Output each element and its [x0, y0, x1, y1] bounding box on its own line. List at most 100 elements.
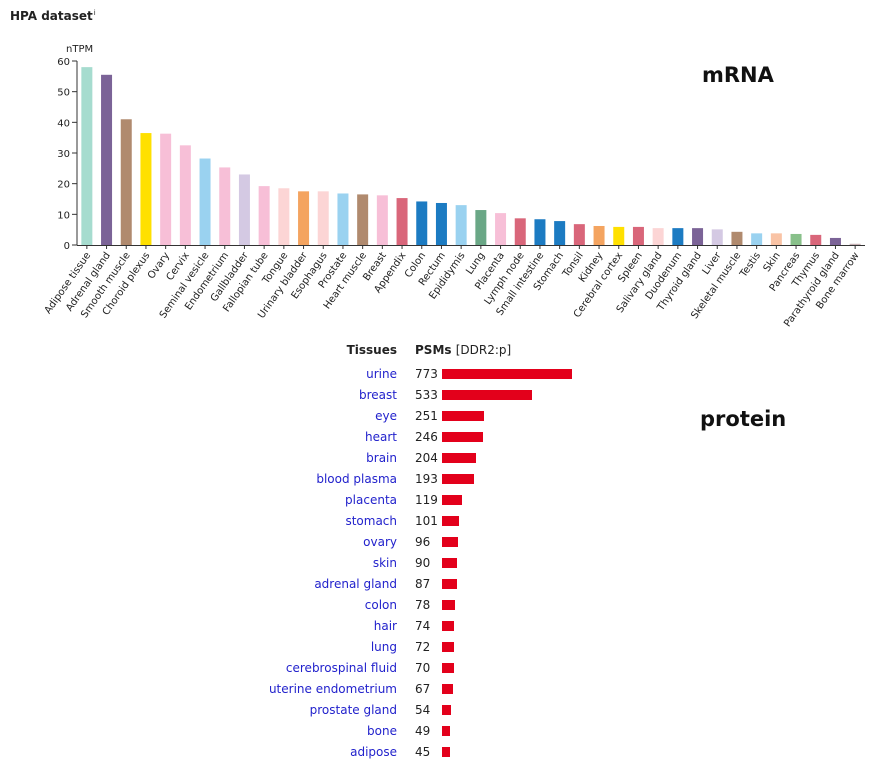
psm-value: 90 [415, 556, 431, 570]
mrna-bar[interactable] [613, 226, 625, 245]
mrna-bar[interactable] [829, 237, 841, 245]
mrna-bar[interactable] [770, 233, 782, 245]
mrna-bar[interactable] [731, 231, 743, 245]
psm-bar [442, 684, 454, 694]
mrna-bar[interactable] [376, 195, 388, 245]
tissue-link[interactable]: stomach [345, 514, 397, 528]
mrna-bar[interactable] [652, 228, 664, 245]
mrna-bar[interactable] [298, 191, 310, 245]
tissue-link[interactable]: placenta [345, 493, 397, 507]
mrna-bar[interactable] [396, 198, 408, 245]
mrna-bar[interactable] [554, 221, 566, 245]
protein-row: ovary 96 [0, 532, 874, 553]
tissue-link[interactable]: adipose [350, 745, 397, 759]
psm-bar [442, 726, 451, 736]
psm-value: 45 [415, 745, 431, 759]
mrna-bar[interactable] [317, 191, 329, 245]
tissue-link[interactable]: skin [372, 556, 397, 570]
mrna-bar[interactable] [849, 243, 861, 245]
tissue-link[interactable]: eye [375, 409, 397, 423]
protein-row: bone 49 [0, 721, 874, 742]
psm-value: 70 [415, 661, 431, 675]
protein-row: brain 204 [0, 448, 874, 469]
tissue-link[interactable]: brain [366, 451, 397, 465]
tissue-link[interactable]: breast [359, 388, 397, 402]
mrna-bar[interactable] [455, 205, 467, 245]
info-icon[interactable]: i [93, 9, 96, 17]
mrna-bar[interactable] [238, 174, 250, 245]
mrna-bar[interactable] [160, 133, 172, 245]
psm-bar [442, 453, 477, 463]
tissue-link[interactable]: adrenal gland [314, 577, 397, 591]
protein-row: skin 90 [0, 553, 874, 574]
mrna-bar[interactable] [810, 234, 822, 245]
psm-bar [442, 390, 532, 400]
mrna-bar[interactable] [435, 202, 447, 245]
y-tick-label: 50 [57, 88, 70, 99]
mrna-bar[interactable] [120, 119, 132, 245]
mrna-bar[interactable] [692, 228, 704, 245]
mrna-bar[interactable] [101, 74, 113, 245]
psm-value: 119 [415, 493, 438, 507]
mrna-bar[interactable] [416, 201, 428, 245]
mrna-bar[interactable] [534, 219, 546, 245]
tissue-link[interactable]: heart [365, 430, 397, 444]
mrna-bar[interactable] [337, 193, 349, 245]
psm-bar [442, 621, 455, 631]
mrna-bar[interactable] [278, 188, 290, 245]
mrna-bar[interactable] [219, 167, 231, 245]
mrna-bar[interactable] [258, 186, 270, 245]
mrna-bar[interactable] [573, 224, 585, 245]
protein-row: uterine endometrium 67 [0, 679, 874, 700]
psm-bar [442, 600, 456, 610]
tissue-link[interactable]: prostate gland [309, 703, 397, 717]
psm-header-text: PSMs [DDR2:p] [415, 343, 512, 357]
psm-value: 67 [415, 682, 431, 696]
psm-column-header: PSMs [DDR2:p] [415, 343, 511, 357]
psm-bar [442, 537, 459, 547]
psm-value: 246 [415, 430, 438, 444]
tissue-link[interactable]: cerebrospinal fluid [285, 661, 397, 675]
tissue-link[interactable]: hair [373, 619, 397, 633]
protein-row: prostate gland 54 [0, 700, 874, 721]
tissue-link[interactable]: bone [367, 724, 397, 738]
psm-bar [442, 474, 475, 484]
tissue-link[interactable]: colon [364, 598, 397, 612]
psm-bar [442, 432, 484, 442]
tissue-link[interactable]: urine [366, 367, 397, 381]
tissues-column-header: Tissues [346, 343, 397, 357]
mrna-bar[interactable] [81, 67, 93, 245]
mrna-bar[interactable] [672, 228, 684, 245]
psm-value: 773 [415, 367, 438, 381]
mrna-bar[interactable] [790, 233, 802, 245]
psm-bar [442, 558, 458, 568]
mrna-bar[interactable] [357, 194, 369, 245]
y-tick-label: 30 [57, 149, 70, 160]
protein-row: colon 78 [0, 595, 874, 616]
tissue-link[interactable]: blood plasma [316, 472, 397, 486]
mrna-bar[interactable] [475, 210, 487, 245]
dataset-title: HPA dataseti [10, 9, 96, 23]
tissue-link[interactable]: lung [370, 640, 397, 654]
psm-bar [442, 642, 455, 652]
psm-bar [442, 747, 450, 757]
protein-row: stomach 101 [0, 511, 874, 532]
y-tick-label: 20 [57, 180, 70, 191]
mrna-bar[interactable] [514, 218, 526, 245]
tissue-link[interactable]: ovary [363, 535, 397, 549]
dataset-title-text: HPA dataset [10, 9, 93, 23]
protein-row: hair 74 [0, 616, 874, 637]
mrna-bar[interactable] [632, 226, 644, 245]
mrna-bar[interactable] [593, 225, 605, 245]
protein-row: adrenal gland 87 [0, 574, 874, 595]
mrna-bar[interactable] [751, 233, 763, 245]
mrna-bar[interactable] [199, 158, 211, 245]
mrna-bar[interactable] [179, 145, 191, 245]
tissue-link[interactable]: uterine endometrium [268, 682, 397, 696]
protein-row: eye 251 [0, 406, 874, 427]
protein-label: protein [700, 407, 787, 431]
mrna-bar[interactable] [140, 133, 152, 245]
mrna-bar[interactable] [711, 229, 723, 245]
mrna-bar[interactable] [495, 213, 507, 245]
psm-value: 87 [415, 577, 431, 591]
